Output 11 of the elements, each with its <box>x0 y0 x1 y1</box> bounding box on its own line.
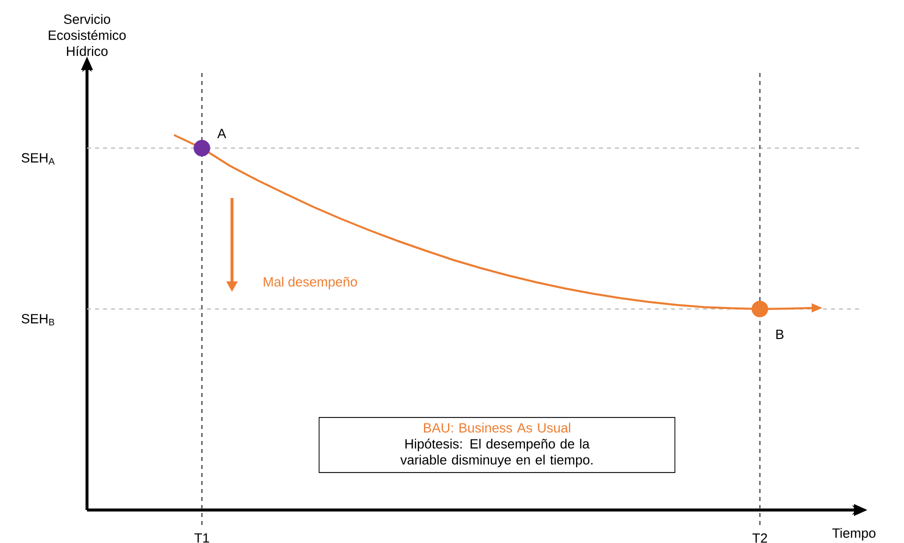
ref-line-label: SEH$_{B}$ <box>22 314 54 326</box>
annotation: Mal desempeño <box>264 276 358 290</box>
text: Servicio Ecosistémico Hídrico <box>48 14 126 56</box>
x-tick-label: T2 <box>752 533 768 543</box>
annotation: Hipótesis: El desempeño de la variable disminuye en el tiempo. <box>400 438 592 468</box>
ref-line-label: SEH$_{A}$ <box>22 153 55 164</box>
x-tick-label: T1 <box>194 533 210 543</box>
annotation: BAU: Business As Usual <box>424 422 570 433</box>
annotation: B <box>776 330 784 339</box>
x-axis-title: Tiempo <box>832 528 876 540</box>
annotation: A <box>217 128 226 138</box>
